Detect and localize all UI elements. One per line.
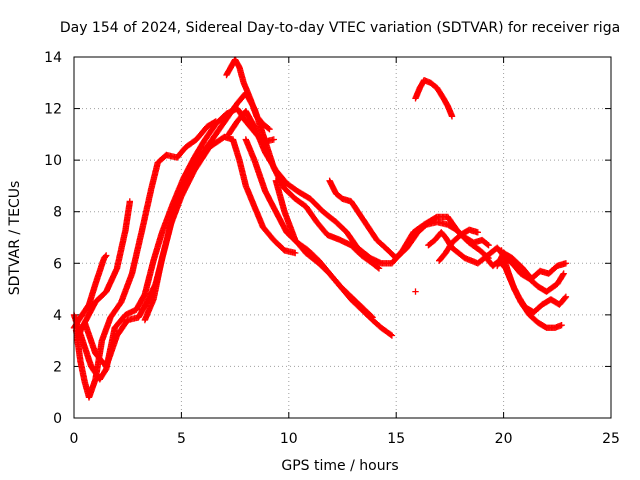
data-point — [126, 198, 133, 205]
data-layer — [70, 56, 570, 401]
series-track-c — [72, 118, 219, 401]
series-track-r — [412, 288, 419, 295]
y-axis-label: SDTVAR / TECUs — [7, 181, 23, 296]
y-tick-label: 2 — [53, 359, 62, 375]
data-point — [474, 229, 481, 236]
x-tick-label: 15 — [387, 431, 405, 447]
x-tick-label: 10 — [280, 431, 298, 447]
x-tick-label: 25 — [602, 431, 620, 447]
series-track-q — [436, 226, 481, 264]
y-tick-label: 12 — [44, 102, 62, 118]
data-point — [485, 242, 492, 249]
x-tick-label: 5 — [177, 431, 186, 447]
data-point — [270, 136, 277, 143]
data-point — [292, 249, 299, 257]
plot-frame — [73, 56, 612, 419]
data-point — [103, 252, 110, 259]
grid-layer — [74, 57, 611, 418]
data-point — [448, 113, 456, 120]
series-track-l — [412, 77, 456, 120]
data-point — [412, 288, 419, 295]
chart-title: Day 154 of 2024, Sidereal Day-to-day VTE… — [60, 20, 620, 36]
series-track-j — [326, 177, 492, 262]
data-point — [387, 331, 394, 338]
data-point — [561, 294, 569, 301]
series-track-p — [494, 249, 570, 282]
x-tick-label: 0 — [70, 431, 79, 447]
series-track-b — [75, 198, 133, 339]
data-point — [484, 241, 491, 248]
data-point — [102, 253, 109, 260]
series-track-i — [272, 177, 396, 339]
series-track-f — [141, 133, 299, 324]
x-tick-label: 20 — [495, 431, 513, 447]
y-tick-label: 0 — [53, 411, 62, 427]
data-point — [375, 265, 383, 272]
y-tick-label: 8 — [53, 205, 62, 221]
data-point — [374, 264, 382, 271]
y-tick-label: 14 — [44, 50, 62, 66]
data-point — [558, 322, 565, 329]
y-tick-label: 10 — [44, 153, 62, 169]
data-point — [265, 125, 272, 132]
data-point — [388, 332, 396, 339]
y-tick-label: 4 — [53, 308, 62, 324]
y-tick-label: 6 — [53, 256, 62, 272]
data-point — [562, 260, 570, 267]
x-axis-label: GPS time / hours — [281, 458, 398, 474]
data-point — [266, 126, 273, 133]
data-point — [559, 271, 567, 278]
data-point — [562, 293, 570, 300]
tick-layer: 0 5 10 15 20 25 0 2 4 6 8 10 12 14 — [44, 50, 620, 447]
series-track-k — [223, 56, 273, 133]
data-point — [560, 270, 567, 277]
